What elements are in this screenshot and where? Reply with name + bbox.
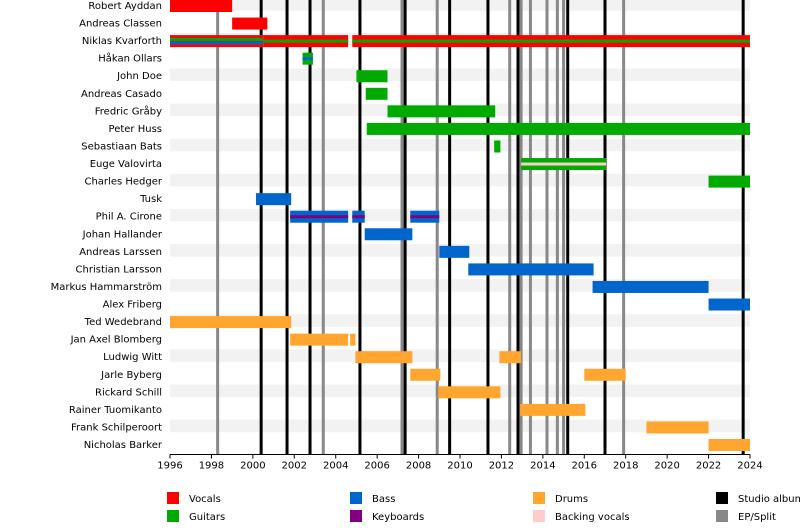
row-stripe <box>170 0 750 11</box>
member-name: Andreas Classen <box>79 19 162 30</box>
x-tick-label: 2018 <box>613 461 638 472</box>
member-bar <box>439 245 470 258</box>
member-name: Euge Valovirta <box>90 159 162 170</box>
role-stripe <box>263 39 349 43</box>
member-bar <box>356 70 388 83</box>
x-tick-label: 2024 <box>737 461 762 472</box>
member-name: Charles Hedger <box>84 177 162 188</box>
member-name: Peter Huss <box>109 124 162 135</box>
member-bar <box>708 439 750 451</box>
member-bar <box>364 228 413 241</box>
role-stripe <box>410 215 440 219</box>
member-bar <box>366 122 750 135</box>
member-bar <box>499 351 522 364</box>
member-bar <box>232 17 268 30</box>
legend-label: Drums <box>555 494 588 505</box>
member-name: Jarle Byberg <box>100 370 162 381</box>
x-tick-label: 2004 <box>323 461 348 472</box>
member-bar <box>170 35 264 48</box>
row-stripe <box>170 349 750 362</box>
legend-label: Studio album <box>738 494 800 505</box>
member-name: Jan Axel Blomberg <box>70 335 162 346</box>
x-tick-label: 2014 <box>530 461 555 472</box>
member-name: Fredric Gråby <box>95 104 162 117</box>
x-tick-label: 2008 <box>406 461 431 472</box>
x-tick-label: 2000 <box>240 461 265 472</box>
row-stripe <box>170 138 750 152</box>
legend-label: Keyboards <box>372 512 424 523</box>
row-stripe <box>170 208 750 222</box>
legend-swatch <box>716 510 728 522</box>
legend-swatch <box>716 492 728 504</box>
member-name: Alex Friberg <box>103 300 162 311</box>
row-stripe <box>170 173 750 187</box>
member-bar <box>584 368 626 381</box>
member-bar <box>708 298 750 311</box>
member-name: Ted Wedebrand <box>84 317 162 328</box>
x-tick-label: 2002 <box>282 461 307 472</box>
member-bar <box>170 0 233 12</box>
x-tick-label: 2010 <box>447 461 472 472</box>
legend-swatch <box>350 492 362 504</box>
legend-swatch <box>350 510 362 522</box>
role-stripe <box>352 215 365 219</box>
member-name: Andreas Larssen <box>79 247 162 258</box>
member-name: Rickard Schill <box>95 387 162 398</box>
role-stripe <box>170 41 264 45</box>
member-bar <box>365 87 388 100</box>
member-name: Ludwig Witt <box>103 352 162 363</box>
member-bar <box>592 280 709 293</box>
member-bar <box>255 193 292 206</box>
legend-swatch <box>533 510 545 522</box>
legend-label: Vocals <box>189 494 221 505</box>
member-name: Håkan Ollars <box>98 52 162 65</box>
member-name: Niklas Kvarforth <box>82 36 162 47</box>
member-name: Nicholas Barker <box>84 440 163 451</box>
x-tick-label: 2016 <box>572 461 597 472</box>
x-tick-label: 1996 <box>157 461 182 472</box>
x-tick-label: 2022 <box>696 461 721 472</box>
x-tick-label: 2020 <box>654 461 679 472</box>
legend-label: Backing vocals <box>555 512 630 523</box>
role-stripe <box>290 215 349 219</box>
member-name: Rainer Tuomikanto <box>69 405 162 416</box>
member-name: Phil A. Cirone <box>96 212 162 223</box>
member-bar <box>350 333 356 346</box>
member-name: Andreas Casado <box>81 89 162 100</box>
member-bar <box>438 386 501 399</box>
legend-swatch <box>533 492 545 504</box>
x-tick-label: 2012 <box>489 461 514 472</box>
member-bar <box>468 263 594 276</box>
legend-label: Guitars <box>189 512 225 523</box>
member-name: Robert Ayddan <box>88 1 162 12</box>
role-stripe <box>521 162 607 166</box>
role-stripe <box>302 57 313 61</box>
member-bar <box>646 421 709 434</box>
member-bar <box>410 368 441 381</box>
member-bar <box>494 140 501 153</box>
legend-swatch <box>167 492 179 504</box>
member-name: Christian Larsson <box>76 264 162 275</box>
member-bar <box>290 333 349 346</box>
legend-swatch <box>167 510 179 522</box>
member-name: Markus Hammarström <box>51 282 162 293</box>
member-name: Tusk <box>139 194 162 205</box>
member-name: Frank Schilperoort <box>71 422 162 433</box>
x-tick-label: 1998 <box>199 461 224 472</box>
member-bar <box>708 175 750 188</box>
role-stripe <box>352 39 750 43</box>
member-bar <box>520 403 586 416</box>
member-bar <box>387 105 496 118</box>
x-tick-label: 2006 <box>364 461 389 472</box>
row-stripe <box>170 68 750 82</box>
member-bar <box>170 316 292 329</box>
role-stripe <box>170 37 264 41</box>
member-name: Johan Hallander <box>82 229 163 240</box>
member-name: John Doe <box>116 71 162 82</box>
legend-label: Bass <box>372 494 395 505</box>
member-bar <box>355 351 413 364</box>
legend-label: EP/Split <box>738 512 776 523</box>
member-name: Sebastiaan Bats <box>81 141 162 152</box>
